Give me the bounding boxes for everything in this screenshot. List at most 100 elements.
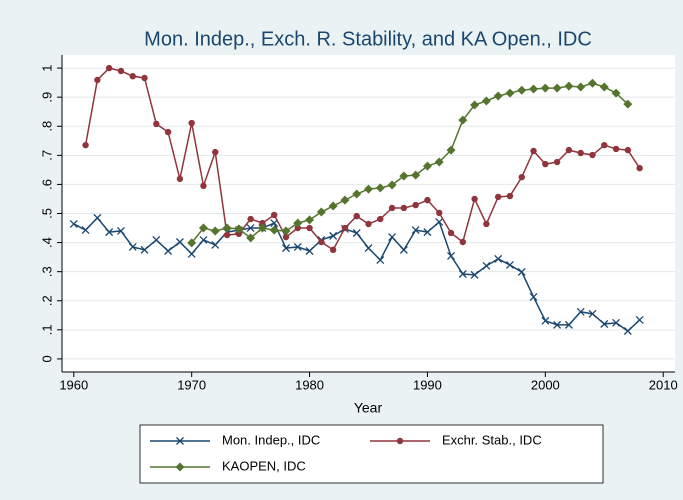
y-tick-label: .3: [39, 266, 54, 277]
marker: [623, 327, 632, 335]
marker: [542, 160, 549, 168]
y-tick-label: .9: [39, 92, 54, 103]
marker: [340, 195, 350, 205]
marker: [198, 223, 208, 233]
x-tick-label: 1970: [177, 377, 206, 392]
marker: [352, 189, 362, 199]
marker: [247, 215, 254, 223]
chart-title: Mon. Indep., Exch. R. Stability, and KA …: [144, 28, 592, 50]
marker: [471, 195, 478, 203]
marker: [318, 238, 325, 246]
marker: [411, 226, 420, 235]
legend-label: Exchr. Stab., IDC: [442, 432, 542, 447]
marker: [212, 148, 219, 156]
legend-label: KAOPEN, IDC: [222, 458, 306, 473]
marker: [506, 261, 514, 269]
legend-box: [139, 424, 604, 484]
marker: [152, 236, 161, 244]
marker: [470, 100, 480, 110]
marker: [424, 196, 431, 204]
marker: [293, 242, 302, 251]
marker: [176, 437, 184, 445]
marker: [423, 228, 432, 237]
marker: [93, 213, 102, 222]
marker: [281, 226, 291, 236]
marker: [552, 83, 562, 93]
marker: [529, 293, 538, 301]
marker: [529, 84, 539, 94]
marker: [294, 224, 301, 232]
marker: [517, 85, 527, 95]
marker: [329, 246, 337, 254]
marker: [399, 171, 409, 181]
marker: [81, 226, 90, 235]
marker: [388, 204, 396, 212]
marker: [530, 147, 537, 155]
marker: [399, 245, 408, 254]
x-tick-label: 2000: [531, 377, 560, 392]
marker: [235, 230, 243, 238]
marker: [211, 240, 220, 249]
marker: [257, 223, 267, 233]
y-tick-label: .8: [39, 121, 54, 132]
marker: [175, 238, 184, 246]
marker: [624, 146, 632, 154]
marker: [387, 180, 397, 190]
marker: [316, 207, 326, 217]
marker: [188, 119, 195, 127]
marker: [412, 201, 419, 209]
marker: [305, 215, 315, 225]
marker: [564, 320, 573, 329]
marker: [128, 242, 137, 251]
marker: [589, 151, 596, 159]
marker: [293, 218, 303, 228]
marker: [388, 233, 397, 242]
marker: [481, 96, 491, 106]
marker: [588, 309, 597, 318]
marker: [105, 64, 113, 72]
marker: [306, 224, 313, 232]
marker: [565, 146, 573, 154]
marker: [364, 184, 373, 194]
marker: [269, 225, 279, 235]
marker: [611, 88, 621, 98]
legend-label: Mon. Indep., IDC: [222, 432, 320, 447]
marker: [447, 229, 455, 237]
marker: [329, 231, 338, 240]
marker: [377, 215, 384, 223]
marker: [328, 201, 338, 211]
marker: [436, 209, 443, 217]
marker: [587, 78, 597, 88]
marker: [282, 233, 290, 241]
marker: [305, 247, 314, 255]
y-tick-label: 1: [39, 64, 54, 71]
marker: [141, 74, 148, 82]
marker: [518, 173, 525, 181]
marker: [396, 437, 404, 445]
marker: [246, 224, 255, 233]
y-tick-label: .6: [39, 179, 54, 190]
marker: [576, 307, 585, 316]
marker: [447, 252, 455, 260]
x-tick-label: 2010: [649, 377, 678, 392]
marker: [364, 244, 373, 253]
y-tick-label: 0: [39, 355, 54, 362]
marker: [564, 81, 574, 91]
marker: [517, 267, 526, 276]
marker: [541, 316, 550, 325]
marker: [234, 224, 244, 234]
y-tick-label: .1: [39, 324, 54, 335]
y-tick-label: .4: [39, 237, 54, 248]
marker: [577, 149, 584, 157]
marker: [282, 244, 290, 253]
marker: [506, 192, 514, 200]
marker: [636, 164, 643, 172]
marker: [576, 82, 586, 92]
marker: [600, 320, 609, 328]
marker: [599, 82, 609, 92]
marker: [116, 226, 125, 235]
marker: [259, 219, 266, 227]
marker: [493, 91, 503, 101]
